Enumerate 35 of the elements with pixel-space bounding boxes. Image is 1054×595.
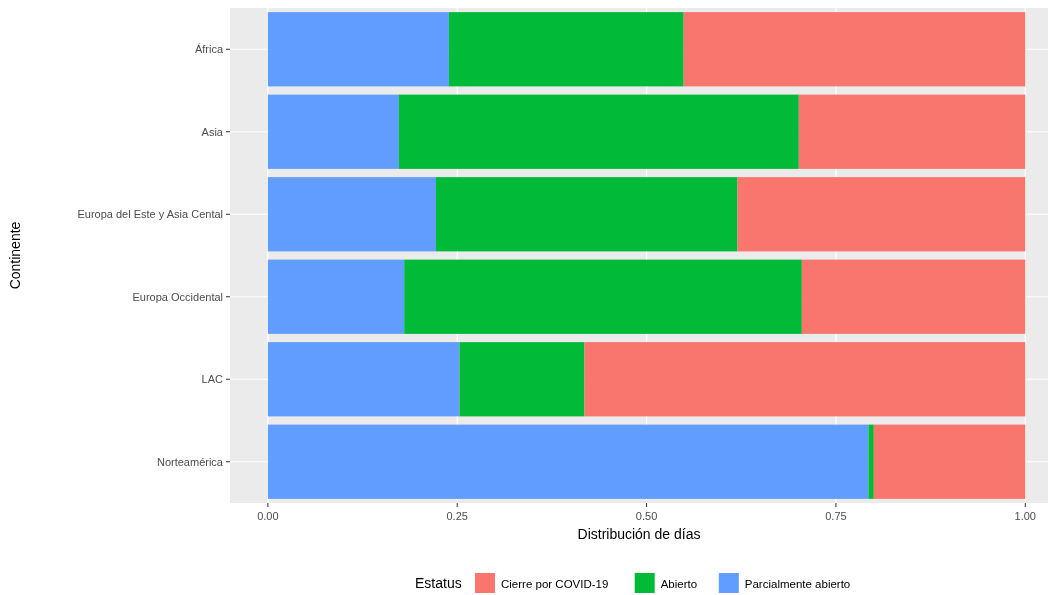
bar	[448, 12, 684, 87]
legend-label: Parcialmente abierto	[744, 578, 851, 590]
bar	[801, 259, 1026, 334]
bar	[267, 342, 460, 417]
y-tick-label: África	[194, 43, 224, 56]
bar	[398, 94, 799, 169]
bar	[584, 342, 1026, 417]
bar	[267, 177, 437, 252]
bar	[737, 177, 1026, 252]
y-tick-label: Europa del Este y Asia Cental	[77, 208, 223, 221]
bar	[683, 12, 1026, 87]
bar	[267, 12, 449, 87]
bar	[267, 94, 399, 169]
x-tick-label: 1.00	[1014, 510, 1036, 522]
bar	[873, 424, 1026, 499]
x-tick-label: 0.00	[257, 510, 279, 522]
y-tick-label: LAC	[201, 373, 224, 386]
bar	[436, 177, 738, 252]
bar	[267, 259, 405, 334]
bar	[798, 94, 1026, 169]
y-tick-label: Norteamérica	[156, 455, 224, 468]
y-axis-title: Continente	[7, 221, 23, 290]
x-axis-title: Distribución de días	[577, 526, 701, 542]
bar	[404, 259, 802, 334]
legend-title: Estatus	[415, 575, 462, 591]
bar	[459, 342, 585, 417]
x-tick-label: 0.75	[825, 510, 847, 522]
x-tick-label: 0.50	[635, 510, 658, 522]
legend-label: Abierto	[660, 578, 698, 590]
x-tick-label: 0.25	[446, 510, 468, 522]
bar	[267, 424, 869, 499]
legend-label: Cierre por COVID-19	[501, 578, 609, 590]
y-tick-label: Europa Occidental	[132, 290, 223, 303]
y-tick-label: Asia	[201, 125, 224, 138]
bar	[868, 424, 874, 499]
